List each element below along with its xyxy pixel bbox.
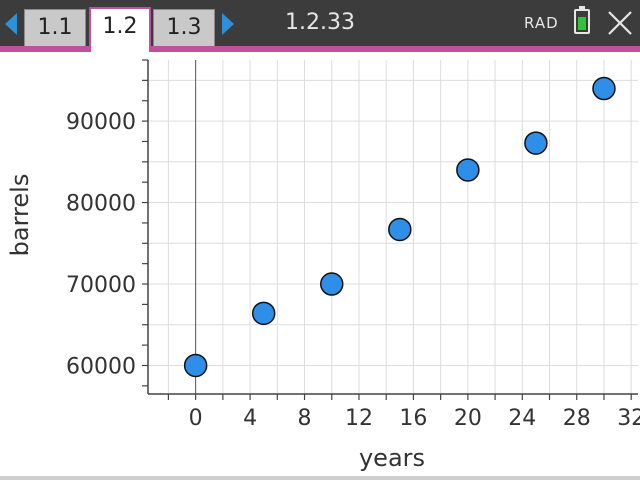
tab-1-3[interactable]: 1.3: [153, 9, 215, 46]
tab-1-2[interactable]: 1.2: [89, 7, 151, 52]
data-point[interactable]: [456, 158, 480, 182]
data-point[interactable]: [388, 217, 412, 242]
chevron-left-icon[interactable]: [5, 13, 17, 35]
y-tick-labels: 60000 70000 80000 90000: [66, 110, 136, 379]
x-tick-labels: 0 4 8 12 16 20 24 28 32: [189, 406, 640, 431]
battery-icon: [574, 9, 590, 34]
x-tick-label: 20: [454, 406, 482, 431]
x-tick-label: 28: [563, 406, 591, 431]
tab-1-1[interactable]: 1.1: [24, 9, 86, 46]
document-title: 1.2.33: [285, 10, 355, 35]
x-tick-label: 32: [617, 406, 640, 431]
data-point[interactable]: [251, 301, 276, 326]
x-axis-label: years: [359, 444, 425, 472]
x-tick-label: 12: [345, 406, 373, 431]
toolbar-accent-line: [0, 46, 640, 52]
x-tick-label: 0: [189, 406, 203, 431]
y-tick-label: 60000: [66, 354, 136, 379]
grid-lines: [148, 60, 638, 394]
tick-marks: [142, 59, 632, 400]
x-tick-label: 16: [399, 406, 427, 431]
x-tick-label: 8: [298, 406, 312, 431]
x-tick-label: 4: [243, 406, 257, 431]
y-axis-label: barrels: [6, 174, 34, 257]
data-point[interactable]: [320, 272, 344, 296]
angle-mode-indicator: RAD: [524, 14, 559, 32]
x-tick-label: 24: [508, 406, 536, 431]
battery-level: [578, 17, 586, 30]
data-point[interactable]: [183, 353, 208, 378]
battery-cap: [579, 6, 585, 10]
data-point[interactable]: [524, 131, 548, 155]
chevron-right-icon[interactable]: [222, 13, 234, 35]
axes: [147, 60, 638, 395]
data-points[interactable]: [183, 76, 616, 378]
data-point[interactable]: [592, 76, 616, 101]
close-icon[interactable]: [605, 8, 635, 38]
y-tick-label: 90000: [66, 110, 136, 135]
y-tick-label: 80000: [66, 192, 136, 217]
scatter-plot[interactable]: 0 4 8 12 16 20 24 28 32 60000 70000 80000 90000 yea…: [0, 52, 640, 476]
bottom-border: [0, 476, 640, 480]
y-tick-label: 70000: [66, 273, 136, 298]
